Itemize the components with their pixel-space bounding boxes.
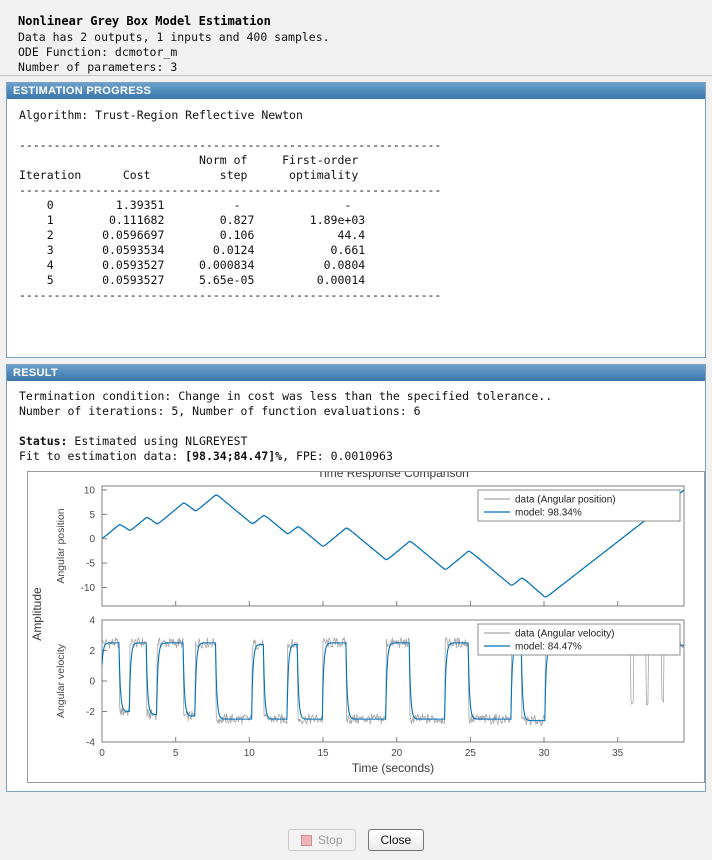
close-button[interactable]: Close — [367, 829, 425, 851]
footer-buttons: Stop Close — [0, 829, 712, 851]
model-info-area: Nonlinear Grey Box Model Estimation Data… — [0, 0, 712, 76]
fit-value: [98.34;84.47]% — [185, 449, 283, 463]
svg-text:data (Angular position): data (Angular position) — [515, 495, 616, 506]
result-body: Termination condition: Change in cost wa… — [7, 381, 705, 791]
stop-button-label: Stop — [317, 833, 343, 847]
svg-text:10: 10 — [244, 748, 256, 759]
estimation-progress-header: ESTIMATION PROGRESS — [7, 83, 705, 99]
status-label: Status: — [19, 434, 68, 448]
result-panel: RESULT Termination condition: Change in … — [6, 364, 706, 792]
svg-text:30: 30 — [538, 748, 550, 759]
svg-text:-2: -2 — [86, 707, 95, 718]
svg-text:35: 35 — [612, 748, 624, 759]
svg-text:0: 0 — [89, 534, 95, 545]
svg-text:4: 4 — [89, 616, 95, 627]
close-button-label: Close — [380, 833, 412, 847]
model-info-line-ode: ODE Function: dcmotor_m — [18, 45, 178, 59]
fit-text: Fit to estimation data: [98.34;84.47]%, … — [19, 449, 393, 463]
svg-text:2: 2 — [89, 646, 95, 657]
svg-text:0: 0 — [89, 677, 95, 688]
status-text: Status: Estimated using NLGREYEST — [19, 434, 248, 448]
model-info-line-samples: Data has 2 outputs, 1 inputs and 400 sam… — [18, 30, 330, 44]
svg-text:Angular velocity: Angular velocity — [55, 643, 67, 718]
stop-icon — [300, 834, 312, 846]
result-header: RESULT — [7, 365, 705, 381]
estimation-progress-log: Algorithm: Trust-Region Reflective Newto… — [19, 108, 442, 302]
svg-text:Angular position: Angular position — [55, 508, 67, 583]
comparison-plot-frame: Time Response Comparison -10 -5 0 5 10 data (A… — [27, 471, 705, 783]
stop-button[interactable]: Stop — [287, 829, 356, 851]
comparison-plot: Time Response Comparison -10 -5 0 5 10 data (A… — [30, 472, 685, 775]
estimation-progress-panel: ESTIMATION PROGRESS Algorithm: Trust-Reg… — [6, 82, 706, 358]
svg-text:5: 5 — [173, 748, 179, 759]
svg-text:data (Angular velocity): data (Angular velocity) — [515, 629, 615, 640]
svg-text:model: 84.47%: model: 84.47% — [515, 642, 582, 653]
svg-text:15: 15 — [317, 748, 329, 759]
svg-text:-4: -4 — [86, 738, 95, 749]
model-title: Nonlinear Grey Box Model Estimation — [18, 14, 271, 28]
svg-text:model: 98.34%: model: 98.34% — [515, 508, 582, 519]
svg-text:0: 0 — [99, 748, 105, 759]
svg-text:10: 10 — [84, 485, 96, 496]
svg-text:5: 5 — [89, 510, 95, 521]
svg-text:Time (seconds): Time (seconds) — [352, 761, 434, 775]
svg-text:-10: -10 — [81, 583, 96, 594]
svg-text:25: 25 — [465, 748, 477, 759]
svg-text:20: 20 — [391, 748, 403, 759]
svg-text:Amplitude: Amplitude — [30, 587, 44, 641]
svg-text:-5: -5 — [86, 559, 95, 570]
svg-text:Time Response Comparison: Time Response Comparison — [317, 472, 469, 480]
iterations-text: Number of iterations: 5, Number of funct… — [19, 404, 421, 418]
model-info-line-parameters: Number of parameters: 3 — [18, 60, 178, 74]
termination-condition-text: Termination condition: Change in cost wa… — [19, 389, 553, 403]
